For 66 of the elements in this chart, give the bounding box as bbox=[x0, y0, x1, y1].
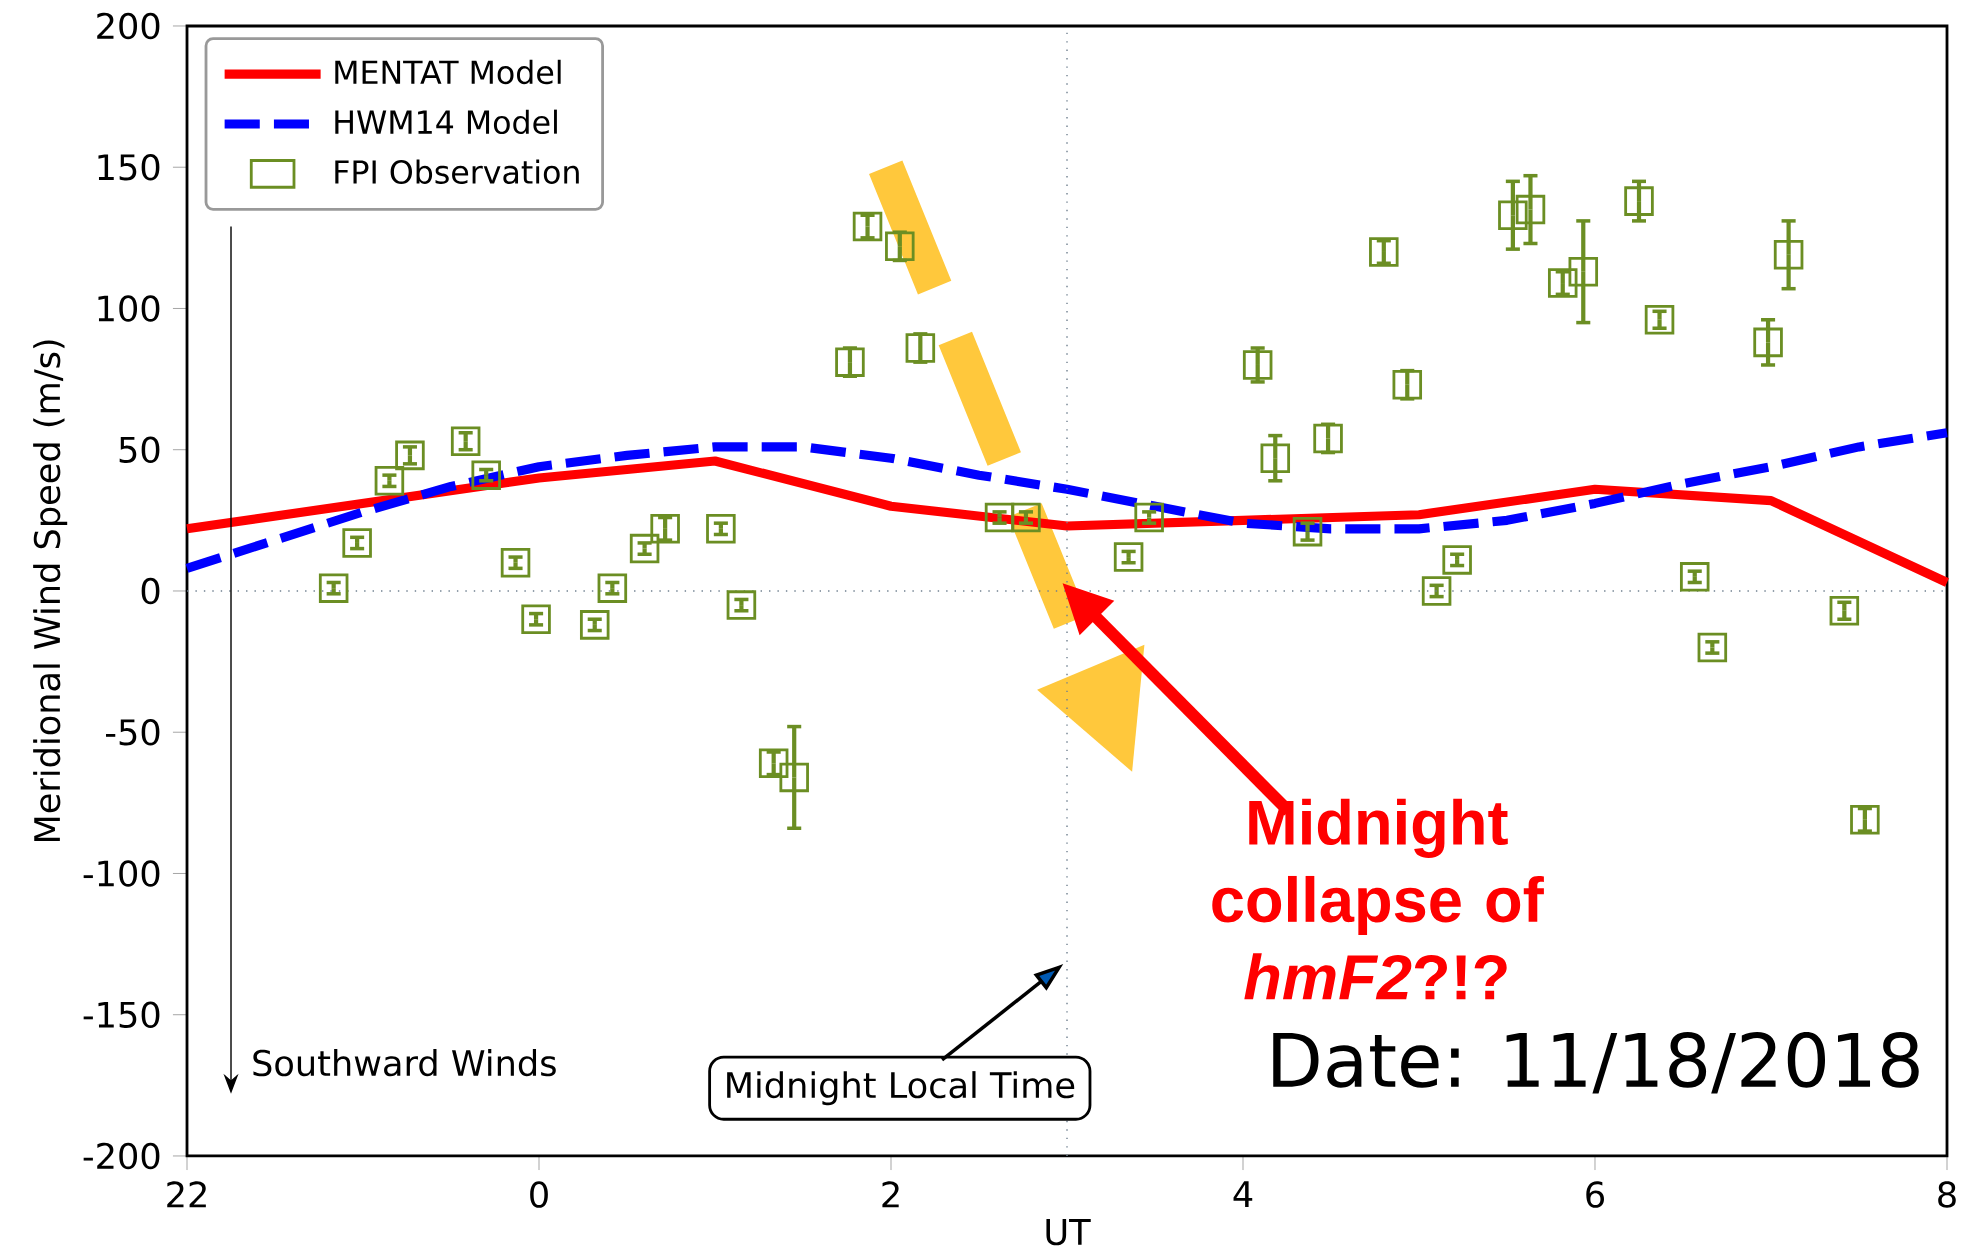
point bbox=[1547, 268, 1578, 298]
point bbox=[318, 573, 349, 603]
legend-label: HWM14 Model bbox=[335, 109, 557, 135]
point bbox=[1753, 327, 1783, 358]
y-tick-label: -150 bbox=[83, 1001, 160, 1029]
point bbox=[1421, 576, 1452, 606]
y-axis-title: Meridional Wind Speed (m/s) bbox=[33, 340, 68, 842]
point bbox=[706, 514, 736, 544]
point bbox=[1442, 545, 1472, 575]
x-tick-label: 0 bbox=[530, 1181, 548, 1208]
point bbox=[1568, 257, 1599, 287]
x-tick-label: 8 bbox=[1938, 1181, 1956, 1208]
point bbox=[1773, 240, 1804, 270]
legend-label: FPI Observation bbox=[335, 159, 579, 184]
y-tick-label: -100 bbox=[83, 860, 160, 887]
x-tick-label: 6 bbox=[1586, 1181, 1604, 1208]
y-tick-label: 0 bbox=[141, 577, 160, 605]
point bbox=[1392, 370, 1423, 400]
annotation: Midnight Local Time bbox=[727, 1071, 1075, 1106]
annotation: Date: 11/18/2018 bbox=[1273, 1031, 1919, 1094]
point bbox=[1829, 596, 1860, 626]
x-axis-title: UT bbox=[1046, 1219, 1091, 1246]
point bbox=[471, 460, 501, 490]
point bbox=[1498, 200, 1528, 231]
point bbox=[885, 231, 915, 262]
point bbox=[1850, 805, 1880, 835]
point bbox=[450, 426, 481, 457]
point bbox=[1292, 516, 1323, 547]
point bbox=[1113, 542, 1144, 572]
point bbox=[1624, 186, 1654, 216]
y-tick-label: -50 bbox=[106, 718, 160, 746]
point bbox=[629, 533, 660, 564]
point bbox=[905, 333, 936, 363]
point bbox=[521, 604, 551, 635]
y-tick-label: 200 bbox=[97, 12, 160, 40]
x-tick-label: 22 bbox=[167, 1181, 206, 1208]
point bbox=[597, 573, 628, 603]
point bbox=[835, 347, 865, 377]
point bbox=[779, 762, 809, 793]
y-tick-label: 50 bbox=[119, 436, 160, 464]
point bbox=[1011, 502, 1041, 533]
point bbox=[726, 590, 757, 620]
point bbox=[1313, 423, 1343, 454]
point bbox=[1369, 237, 1399, 267]
y-tick-label: -200 bbox=[83, 1142, 160, 1170]
annotation: Southward Winds bbox=[253, 1049, 556, 1077]
point bbox=[1697, 632, 1728, 663]
point bbox=[395, 440, 425, 471]
point bbox=[1644, 305, 1675, 335]
x-tick-label: 4 bbox=[1233, 1181, 1253, 1207]
annotation: Midnight collapse of hmF2?!? bbox=[1212, 798, 1544, 1000]
point bbox=[852, 211, 883, 242]
point bbox=[1679, 562, 1710, 592]
y-tick-label: 150 bbox=[98, 153, 160, 181]
point bbox=[1515, 194, 1546, 225]
point bbox=[1260, 443, 1291, 473]
point bbox=[758, 748, 789, 779]
point bbox=[374, 466, 405, 496]
y-tick-label: 100 bbox=[98, 295, 160, 322]
point bbox=[579, 610, 610, 640]
point bbox=[500, 547, 531, 578]
point bbox=[1134, 502, 1164, 533]
x-tick-label: 2 bbox=[882, 1181, 899, 1208]
legend-label: MENTAT Model bbox=[335, 59, 561, 85]
point bbox=[342, 528, 372, 558]
point bbox=[1242, 350, 1273, 380]
